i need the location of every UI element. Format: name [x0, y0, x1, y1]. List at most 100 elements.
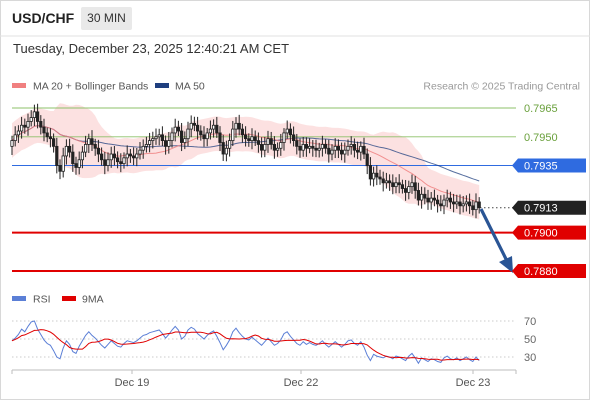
candle-body — [426, 197, 430, 203]
candle-body — [467, 201, 472, 207]
candle-body — [339, 149, 344, 155]
candle-body — [74, 163, 78, 168]
candle-body — [327, 147, 331, 155]
candle-body — [77, 159, 81, 168]
candle — [285, 120, 289, 139]
candle — [279, 133, 283, 156]
price-label-0.7913: 0.7913 — [524, 203, 558, 215]
candle — [432, 189, 437, 207]
candle-body — [125, 153, 129, 159]
candle — [343, 142, 347, 163]
candle — [339, 142, 344, 161]
candle — [221, 134, 225, 161]
candle-body — [320, 144, 325, 149]
candle-body — [128, 153, 132, 157]
candle-body — [416, 190, 421, 201]
candle-body — [23, 124, 27, 128]
candle-body — [208, 128, 212, 134]
price-label-0.7935: 0.7935 — [524, 161, 558, 173]
candle — [400, 179, 405, 194]
candle-body — [291, 134, 296, 142]
candle — [288, 123, 293, 144]
candle — [435, 194, 440, 213]
candle-body — [103, 159, 107, 166]
candle-body — [362, 145, 366, 155]
price-label-0.7965: 0.7965 — [524, 103, 558, 115]
candle — [355, 141, 360, 160]
candle — [163, 135, 168, 155]
candle-body — [266, 138, 270, 145]
candle — [55, 137, 59, 174]
candle-body — [263, 144, 267, 151]
candle — [243, 126, 248, 147]
candle — [202, 126, 206, 147]
candle — [391, 174, 395, 195]
candle — [138, 141, 142, 160]
candle-body — [231, 128, 235, 141]
candle — [144, 136, 148, 153]
candle-body — [218, 132, 222, 143]
candle — [167, 131, 171, 154]
candle — [320, 135, 325, 157]
candle-body — [119, 161, 123, 165]
candle — [186, 121, 190, 147]
candle — [311, 139, 315, 157]
candle-body — [116, 157, 120, 163]
candle-body — [346, 145, 350, 151]
candle-body — [295, 140, 299, 147]
candle — [68, 138, 72, 158]
candle-body — [39, 121, 43, 128]
candle — [384, 172, 389, 189]
candle — [77, 151, 81, 175]
candle-body — [397, 182, 401, 186]
candle-body — [304, 144, 309, 149]
candle-body — [45, 132, 49, 138]
candle — [291, 126, 296, 147]
candle — [199, 125, 203, 141]
candle — [154, 128, 158, 145]
candle-body — [195, 124, 200, 132]
candle — [29, 110, 33, 127]
candle-body — [183, 138, 187, 143]
candle — [263, 136, 267, 158]
candle-body — [275, 147, 280, 151]
bollinger-band-layer — [12, 103, 480, 220]
candle — [307, 138, 312, 154]
candle — [266, 130, 270, 153]
candle-body — [186, 128, 190, 140]
candle-body — [400, 184, 405, 189]
candle — [349, 136, 353, 155]
candle-body — [26, 121, 30, 128]
candle-body — [147, 140, 152, 145]
candle-body — [378, 176, 382, 180]
candle — [464, 195, 469, 212]
candle-body — [384, 180, 389, 184]
timeframe-button[interactable]: 30 MIN — [81, 7, 132, 30]
candle-body — [285, 128, 289, 134]
candle-body — [93, 144, 97, 149]
candle — [429, 192, 433, 210]
candle — [247, 133, 251, 147]
candle — [84, 135, 88, 158]
candle-body — [314, 147, 318, 151]
candle-body — [170, 132, 174, 142]
candle — [275, 142, 280, 157]
candle — [237, 114, 241, 136]
candle-body — [253, 136, 257, 142]
candle — [317, 142, 321, 158]
candle — [147, 132, 152, 153]
candle — [52, 133, 56, 153]
candle-body — [368, 165, 373, 180]
candle — [272, 136, 277, 159]
candle-body — [112, 153, 116, 159]
candle-body — [173, 126, 177, 134]
candle-body — [52, 138, 56, 147]
candle-body — [423, 193, 427, 199]
candle — [304, 137, 309, 157]
candle-body — [288, 128, 293, 136]
candle-body — [84, 144, 88, 153]
candle-body — [333, 145, 337, 151]
candle-body — [352, 144, 357, 151]
candle — [394, 177, 398, 194]
